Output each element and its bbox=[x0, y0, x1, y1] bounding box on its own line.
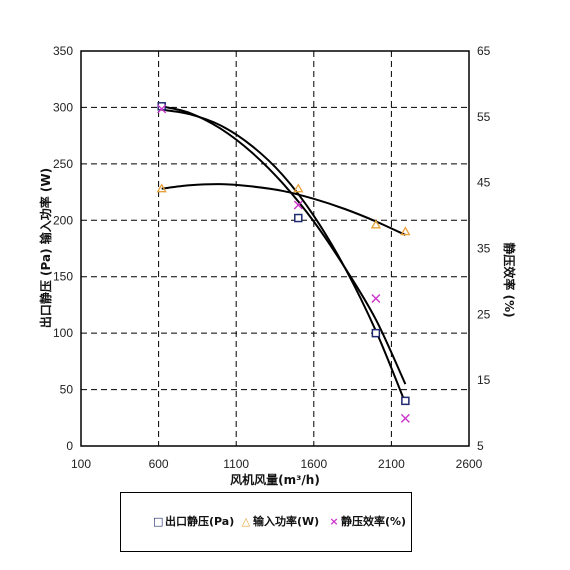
legend-item-efficiency: × 静压效率(%) bbox=[329, 513, 406, 529]
y-left-tick-label: 200 bbox=[53, 213, 73, 227]
x-tick-label: 1100 bbox=[223, 457, 249, 471]
axis-ticks: 100 600 1100 1600 2100 2600 0 50 100 150 200 250 300… bbox=[53, 44, 491, 471]
input-power-point bbox=[156, 183, 167, 193]
plot-frame bbox=[80, 50, 470, 447]
grid bbox=[81, 51, 469, 446]
y-left-tick-label: 150 bbox=[53, 270, 73, 284]
y-right-tick-label: 65 bbox=[477, 44, 491, 58]
input-power-point bbox=[293, 183, 304, 193]
y-right-tick-label: 35 bbox=[477, 242, 491, 256]
legend-item-static-pressure: □ 出口静压(Pa) bbox=[153, 513, 234, 529]
efficiency-point bbox=[157, 104, 167, 114]
legend-label-efficiency: 静压效率(%) bbox=[341, 515, 407, 528]
legend: □ 出口静压(Pa) △ 输入功率(W) × 静压效率(%) bbox=[120, 492, 412, 552]
x-axis-label: 风机风量(m³/h) bbox=[230, 472, 320, 487]
x-tick-label: 100 bbox=[71, 457, 91, 471]
efficiency-point bbox=[400, 413, 410, 423]
x-marker-icon: × bbox=[329, 515, 339, 528]
y-left-tick-label: 0 bbox=[66, 439, 73, 453]
triangle-marker-icon: △ bbox=[241, 515, 251, 528]
legend-label-static-pressure: 出口静压(Pa) bbox=[165, 515, 235, 528]
static-pressure-point bbox=[371, 328, 381, 338]
data-markers bbox=[156, 102, 411, 423]
y-right-tick-label: 45 bbox=[477, 176, 491, 190]
static-pressure-point bbox=[294, 213, 303, 223]
input-power-point bbox=[370, 219, 382, 229]
legend-label-input-power: 输入功率(W) bbox=[253, 515, 320, 528]
y-right-axis-label: 静压效率 (%) bbox=[502, 242, 517, 317]
x-tick-label: 2100 bbox=[378, 457, 405, 471]
fit-curve-line bbox=[161, 183, 406, 236]
square-marker-icon: □ bbox=[153, 515, 164, 528]
y-left-tick-label: 50 bbox=[60, 383, 74, 397]
x-tick-label: 2600 bbox=[456, 457, 483, 471]
x-tick-label: 1600 bbox=[300, 457, 327, 471]
static-pressure-point bbox=[401, 396, 410, 406]
input-power-point bbox=[400, 226, 411, 236]
y-right-tick-label: 55 bbox=[477, 110, 491, 124]
y-left-tick-label: 100 bbox=[53, 326, 73, 340]
efficiency-point bbox=[371, 294, 381, 304]
efficiency-point-stroke bbox=[400, 413, 410, 423]
fit-curves bbox=[161, 105, 407, 404]
y-left-tick-label: 350 bbox=[53, 44, 73, 58]
y-right-tick-label: 15 bbox=[477, 373, 491, 387]
y-right-tick-label: 5 bbox=[477, 439, 484, 453]
y-left-tick-label: 300 bbox=[53, 100, 73, 114]
y-left-tick-label: 250 bbox=[53, 157, 73, 171]
y-left-axis-label: 出口静压 (Pa) 输入功率 (W) bbox=[38, 168, 53, 328]
efficiency-point-stroke bbox=[293, 200, 303, 210]
fit-curve-line bbox=[161, 105, 407, 385]
efficiency-point-stroke bbox=[371, 294, 381, 304]
efficiency-point bbox=[293, 200, 303, 210]
x-tick-label: 600 bbox=[149, 457, 169, 471]
y-right-tick-label: 25 bbox=[477, 307, 491, 321]
fit-curve-line bbox=[161, 108, 407, 404]
legend-item-input-power: △ 输入功率(W) bbox=[241, 513, 319, 529]
efficiency-point-stroke bbox=[157, 104, 167, 114]
